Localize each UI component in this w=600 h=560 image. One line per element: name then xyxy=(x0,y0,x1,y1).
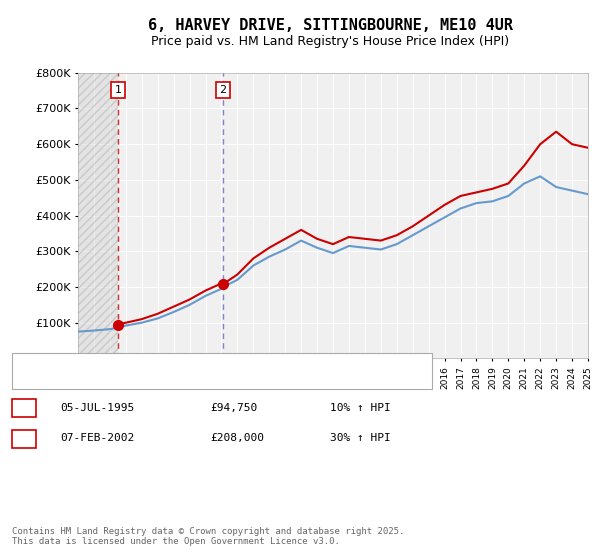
Text: 6, HARVEY DRIVE, SITTINGBOURNE, ME10 4UR: 6, HARVEY DRIVE, SITTINGBOURNE, ME10 4UR xyxy=(148,18,512,32)
Text: 07-FEB-2002: 07-FEB-2002 xyxy=(60,433,134,444)
Text: Contains HM Land Registry data © Crown copyright and database right 2025.
This d: Contains HM Land Registry data © Crown c… xyxy=(12,526,404,546)
Bar xyxy=(78,73,118,358)
Text: 1: 1 xyxy=(20,401,28,414)
Text: £208,000: £208,000 xyxy=(210,433,264,444)
Text: 05-JUL-1995: 05-JUL-1995 xyxy=(60,403,134,413)
Text: Price paid vs. HM Land Registry's House Price Index (HPI): Price paid vs. HM Land Registry's House … xyxy=(151,35,509,49)
Text: 1: 1 xyxy=(115,85,121,95)
Text: 30% ↑ HPI: 30% ↑ HPI xyxy=(330,433,391,444)
Text: ——: —— xyxy=(30,356,55,369)
Text: 2: 2 xyxy=(20,432,28,445)
Text: 6, HARVEY DRIVE, SITTINGBOURNE, ME10 4UR (detached house): 6, HARVEY DRIVE, SITTINGBOURNE, ME10 4UR… xyxy=(54,357,389,367)
Text: ——: —— xyxy=(30,372,55,386)
Text: 10% ↑ HPI: 10% ↑ HPI xyxy=(330,403,391,413)
Text: HPI: Average price, detached house, Swale: HPI: Average price, detached house, Swal… xyxy=(54,374,278,384)
Text: £94,750: £94,750 xyxy=(210,403,257,413)
Text: 2: 2 xyxy=(220,85,227,95)
